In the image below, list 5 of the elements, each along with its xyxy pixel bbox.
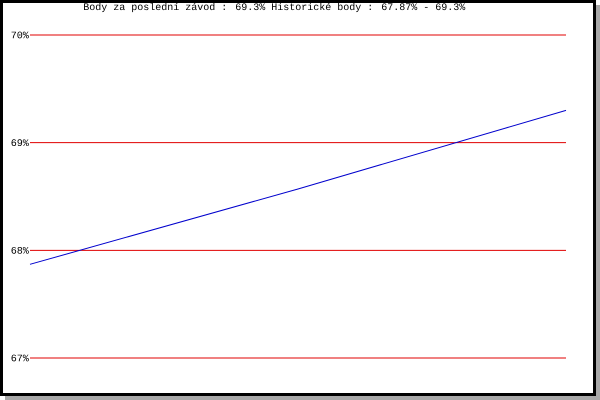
y-tick-label: 69% [12, 139, 29, 146]
y-tick-label: 67% [12, 354, 29, 362]
chart-title: Body za poslední závod : 69.3% Historické body : 67.87% - 69.3% [84, 2, 466, 12]
y-tick-label: 70% [12, 32, 29, 38]
y-tick-label: 68% [12, 246, 29, 254]
